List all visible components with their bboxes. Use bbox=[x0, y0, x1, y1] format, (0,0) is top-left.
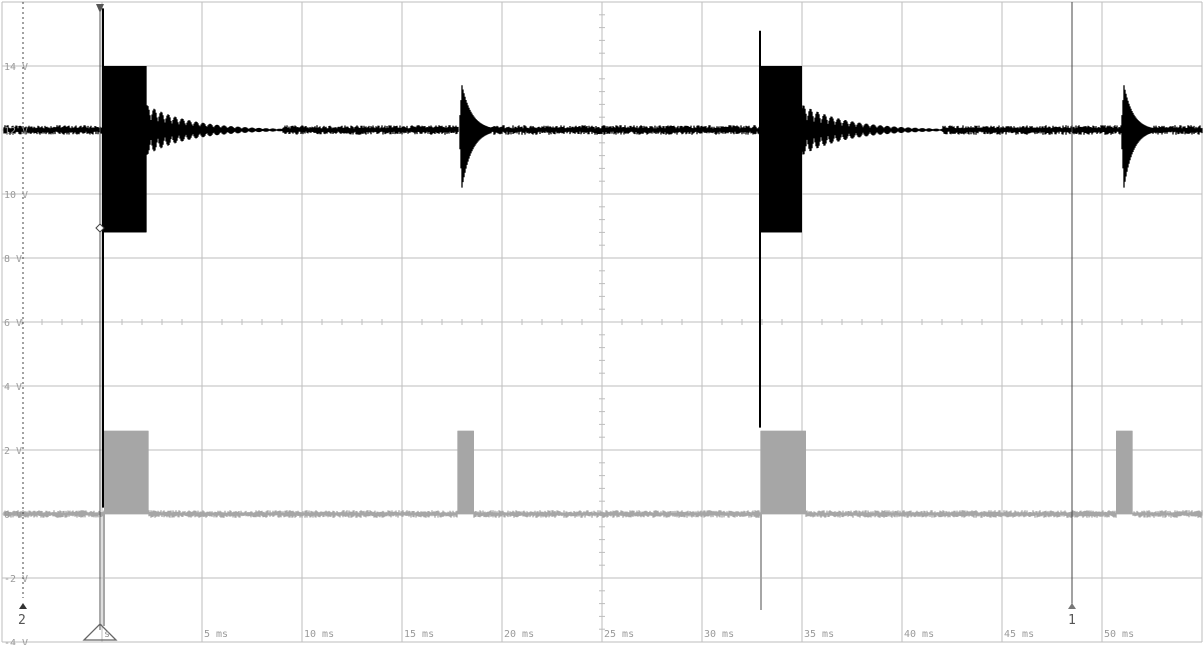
channel-2-pulse bbox=[458, 430, 474, 514]
x-tick-label: s bbox=[104, 629, 110, 640]
y-tick-label: 4 V bbox=[4, 382, 22, 393]
channel-2-pulse bbox=[1116, 430, 1132, 514]
x-axis-tick-labels: s 5 ms 10 ms 15 ms 20 ms 25 ms 30 ms 35 ms 40 ms… bbox=[104, 629, 1134, 640]
channel-2-marker: 2 bbox=[18, 613, 26, 628]
channel-2-pulse bbox=[104, 430, 148, 514]
x-tick-label: 45 ms bbox=[1004, 629, 1034, 640]
x-tick-label: 5 ms bbox=[204, 629, 228, 640]
trigger-origin-marker bbox=[82, 623, 118, 641]
x-tick-label: 30 ms bbox=[704, 629, 734, 640]
y-axis-tick-labels: 14 V 12 V 10 V 8 V 6 V 4 V 2 V 0 V -2 V -4 V bbox=[4, 62, 28, 645]
channel-2-trace bbox=[3, 430, 1203, 626]
channel-2-arrow bbox=[19, 603, 27, 609]
y-tick-label: -2 V bbox=[4, 574, 28, 585]
x-tick-label: 40 ms bbox=[904, 629, 934, 640]
channel-2-pulse bbox=[761, 430, 806, 514]
y-tick-label: 2 V bbox=[4, 446, 22, 457]
x-tick-label: 50 ms bbox=[1104, 629, 1134, 640]
y-tick-label: 12 V bbox=[4, 126, 28, 137]
trigger-position-marker bbox=[96, 4, 104, 13]
y-tick-label: 14 V bbox=[4, 62, 28, 73]
channel-1-arrow bbox=[1068, 603, 1076, 609]
channel-1-marker: 1 bbox=[1068, 613, 1076, 628]
channel-1-burst bbox=[760, 66, 802, 233]
x-tick-label: 20 ms bbox=[504, 629, 534, 640]
trigger-level-marker bbox=[95, 223, 105, 233]
y-tick-label: 10 V bbox=[4, 190, 28, 201]
y-tick-label: 8 V bbox=[4, 254, 22, 265]
x-tick-label: 25 ms bbox=[604, 629, 634, 640]
y-tick-label: 0 V bbox=[4, 510, 22, 521]
channel-1-trace bbox=[3, 8, 1203, 508]
y-tick-label: 6 V bbox=[4, 318, 22, 329]
x-tick-label: 35 ms bbox=[804, 629, 834, 640]
channel-1-burst bbox=[103, 66, 146, 233]
x-tick-label: 15 ms bbox=[404, 629, 434, 640]
y-tick-label: -4 V bbox=[4, 638, 28, 645]
x-tick-label: 10 ms bbox=[304, 629, 334, 640]
cursor-lines bbox=[19, 2, 1076, 641]
